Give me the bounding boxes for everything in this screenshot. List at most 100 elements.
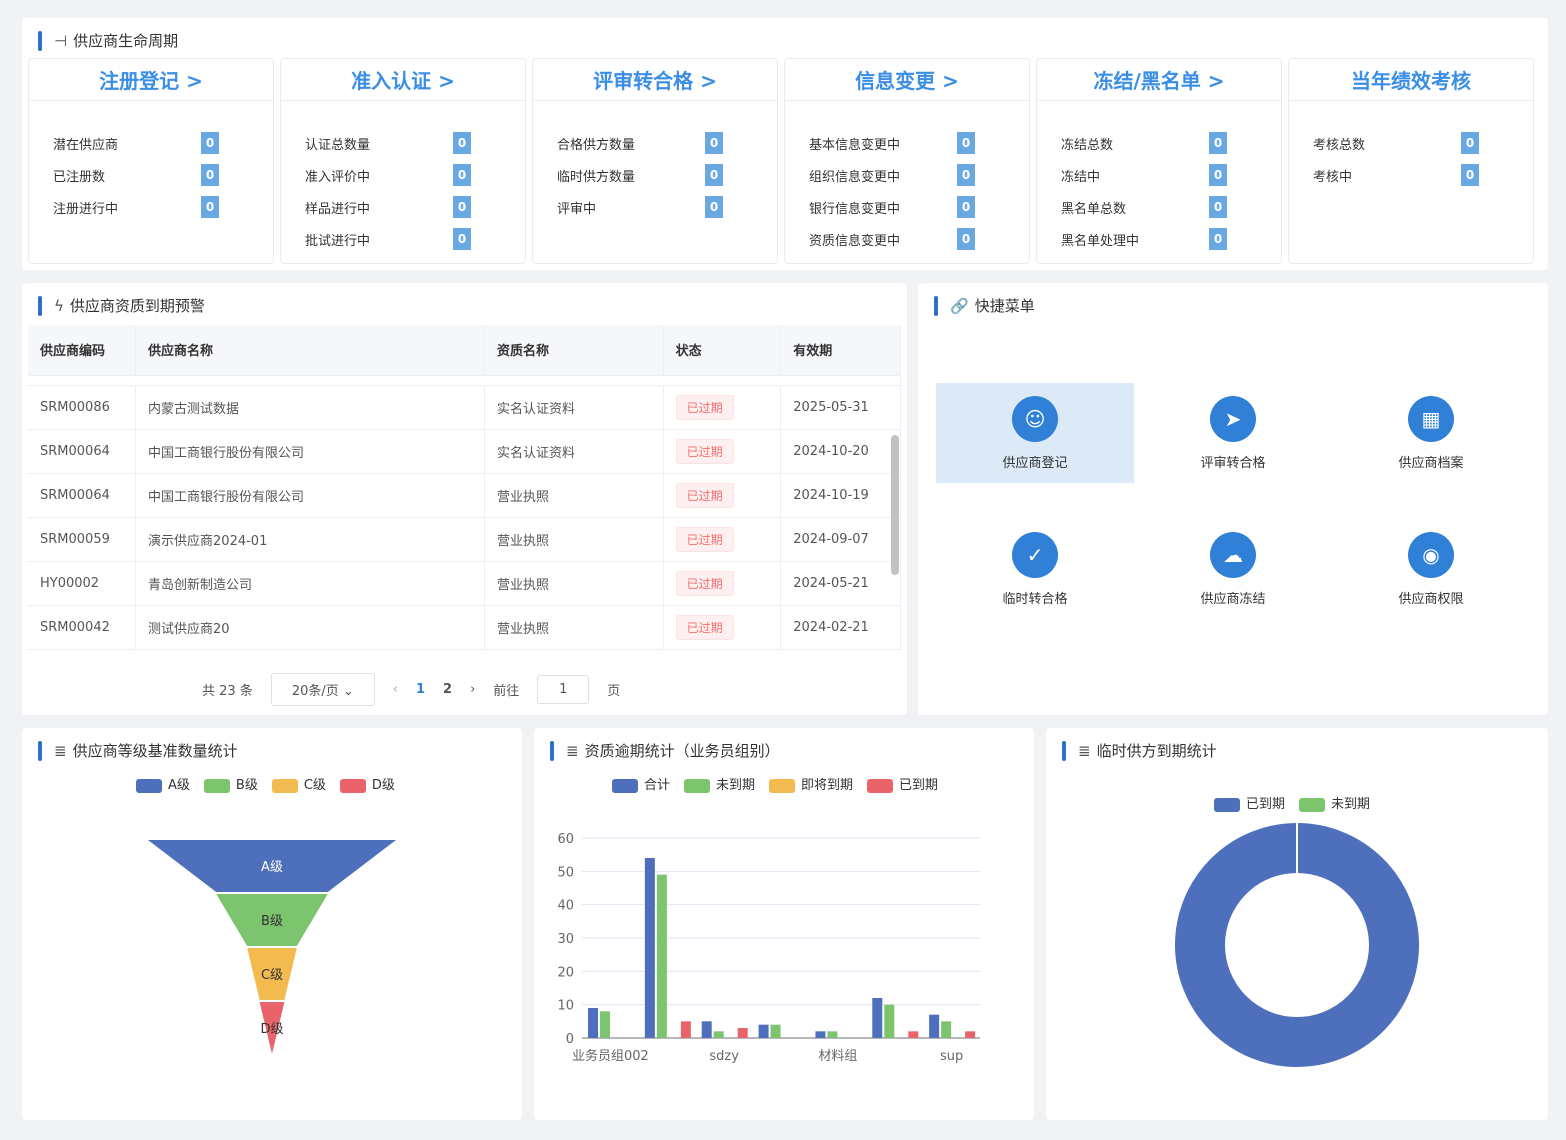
- card-title[interactable]: 冻结/黑名单 >: [1037, 59, 1281, 101]
- stat-value[interactable]: 0: [957, 164, 975, 186]
- card-title[interactable]: 评审转合格 >: [533, 59, 777, 101]
- card-title[interactable]: 准入认证 >: [281, 59, 525, 101]
- page-2[interactable]: 2: [443, 682, 453, 697]
- stat-value[interactable]: 0: [957, 228, 975, 250]
- card-title[interactable]: 注册登记 >: [29, 59, 273, 101]
- bar: [929, 1014, 940, 1038]
- stat-value[interactable]: 0: [705, 196, 723, 218]
- goto-input[interactable]: 1: [537, 675, 590, 704]
- funnel-chart: A级 B级 C级 D级: [148, 840, 396, 1054]
- stat-value[interactable]: 0: [201, 196, 219, 218]
- stat-value[interactable]: 0: [1461, 132, 1479, 154]
- quick-menu-item[interactable]: ▦ 供应商档案: [1332, 383, 1530, 483]
- legend-item[interactable]: D级: [339, 774, 395, 793]
- legend-item[interactable]: 即将到期: [769, 774, 853, 793]
- stat-value[interactable]: 0: [201, 164, 219, 186]
- x-tick-label: 业务员组002: [572, 1048, 649, 1064]
- legend-item[interactable]: 已到期: [867, 774, 938, 793]
- stat-value[interactable]: 0: [705, 164, 723, 186]
- quick-menu-label: 供应商权限: [1398, 591, 1464, 607]
- stat-value[interactable]: 0: [453, 132, 471, 154]
- card-title[interactable]: 信息变更 >: [785, 59, 1029, 101]
- bar: [815, 1031, 826, 1038]
- stat-label: 资质信息变更中: [809, 233, 901, 249]
- lifecycle-card[interactable]: 注册登记 > 潜在供应商 0 已注册数 0 注册进行中 0: [28, 58, 274, 264]
- table-row[interactable]: SRM00086 内蒙古测试数据 实名认证资料 已过期 2025-05-31: [28, 385, 901, 430]
- lifecycle-card[interactable]: 当年绩效考核 考核总数 0 考核中 0: [1288, 58, 1534, 264]
- quick-menu-label: 供应商登记: [1002, 455, 1068, 471]
- stat-label: 黑名单处理中: [1061, 233, 1140, 249]
- stat-value[interactable]: 0: [1209, 196, 1227, 218]
- legend-item[interactable]: A级: [136, 774, 190, 793]
- stat-value[interactable]: 0: [453, 196, 471, 218]
- quick-menu-item[interactable]: ➤ 评审转合格: [1134, 383, 1332, 483]
- stat-value[interactable]: 0: [1461, 164, 1479, 186]
- table-row[interactable]: SRM00064 中国工商银行股份有限公司 实名认证资料 已过期 2024-10-20: [28, 429, 901, 474]
- next-page-button[interactable]: ›: [470, 682, 476, 697]
- scrollbar[interactable]: [891, 435, 899, 575]
- table-cell: 2024-02-21: [780, 605, 901, 650]
- stat-value[interactable]: 0: [957, 132, 975, 154]
- table-row[interactable]: HY00002 青岛创新制造公司 营业执照 已过期 2024-05-21: [28, 561, 901, 606]
- legend-label: 未到期: [1331, 797, 1371, 812]
- overdue-panel: ≣ 资质逾期统计（业务员组别） 合计 未到期 即将到期 已到期 0 10 20 30 40 50 6…: [534, 728, 1034, 1120]
- lifecycle-card[interactable]: 准入认证 > 认证总数量 0 准入评价中 0 样品进行中 0 批试进行中 0: [280, 58, 526, 264]
- stat-value[interactable]: 0: [201, 132, 219, 154]
- stat-value[interactable]: 0: [1209, 228, 1227, 250]
- legend-item[interactable]: 未到期: [1299, 793, 1370, 812]
- donut-chart: [1175, 823, 1419, 1067]
- legend-item[interactable]: 已到期: [1214, 793, 1285, 812]
- table-row[interactable]: SRM00042 测试供应商20 营业执照 已过期 2024-02-21: [28, 605, 901, 650]
- page-size-select[interactable]: 20条/页 ⌄: [270, 673, 375, 706]
- lifecycle-card[interactable]: 冻结/黑名单 > 冻结总数 0 冻结中 0 黑名单总数 0 黑名单处理中 0: [1036, 58, 1282, 264]
- legend-item[interactable]: C级: [271, 774, 326, 793]
- lifecycle-card[interactable]: 信息变更 > 基本信息变更中 0 组织信息变更中 0 银行信息变更中 0 资质信息变更中 0: [784, 58, 1030, 264]
- panel-title: 供应商资质到期预警: [69, 297, 205, 315]
- y-tick-label: 20: [557, 965, 574, 980]
- stat-label: 银行信息变更中: [809, 201, 901, 217]
- legend-item[interactable]: B级: [203, 774, 258, 793]
- stat-value[interactable]: 0: [1209, 164, 1227, 186]
- page-1[interactable]: 1: [415, 682, 426, 697]
- stat-row: 资质信息变更中 0: [785, 223, 1029, 255]
- table-cell: 中国工商银行股份有限公司: [135, 429, 486, 474]
- stat-value[interactable]: 0: [453, 228, 471, 250]
- page-size-value: 20条/页: [291, 684, 339, 699]
- y-tick-label: 40: [557, 899, 574, 914]
- table-row[interactable]: SRM00064 中国工商银行股份有限公司 营业执照 已过期 2024-10-19: [28, 473, 901, 518]
- x-tick-label: sup: [940, 1049, 963, 1064]
- bar: [908, 1031, 919, 1038]
- bar: [965, 1031, 976, 1038]
- funnel-label: A级: [261, 860, 283, 875]
- status-cell: 已过期: [663, 605, 782, 650]
- stat-value[interactable]: 0: [705, 132, 723, 154]
- lifecycle-card[interactable]: 评审转合格 > 合格供方数量 0 临时供方数量 0 评审中 0: [532, 58, 778, 264]
- quick-menu-item[interactable]: ◉ 供应商权限: [1332, 519, 1530, 619]
- stat-value[interactable]: 0: [1209, 132, 1227, 154]
- stat-value[interactable]: 0: [957, 196, 975, 218]
- stat-value[interactable]: 0: [453, 164, 471, 186]
- goto-label: 前往: [493, 684, 520, 699]
- flash-icon: ϟ: [54, 296, 64, 315]
- legend-item[interactable]: 未到期: [684, 774, 755, 793]
- y-tick-label: 0: [566, 1032, 574, 1047]
- table-cell: 测试供应商20: [135, 605, 486, 650]
- card-title[interactable]: 当年绩效考核: [1289, 59, 1533, 101]
- legend-label: D级: [371, 778, 395, 793]
- column-header: 状态: [663, 325, 782, 376]
- funnel-label: C级: [261, 968, 283, 983]
- quick-menu-item[interactable]: ☁ 供应商冻结: [1134, 519, 1332, 619]
- eye-icon: ◉: [1408, 531, 1454, 578]
- quick-menu-item[interactable]: ☺ 供应商登记: [936, 383, 1134, 483]
- legend-label: 即将到期: [801, 778, 854, 793]
- checklist-icon: ✓: [1012, 531, 1058, 578]
- status-badge: 已过期: [675, 394, 734, 420]
- funnel-label: D级: [260, 1022, 283, 1037]
- table-row[interactable]: SRM00059 演示供应商2024-01 营业执照 已过期 2024-09-07: [28, 517, 901, 562]
- column-header: 供应商编码: [28, 325, 137, 376]
- bar: [680, 1021, 691, 1038]
- status-cell: 已过期: [663, 517, 782, 562]
- quick-menu-item[interactable]: ✓ 临时转合格: [936, 519, 1134, 619]
- legend-item[interactable]: 合计: [612, 774, 670, 793]
- prev-page-button[interactable]: ‹: [392, 682, 398, 697]
